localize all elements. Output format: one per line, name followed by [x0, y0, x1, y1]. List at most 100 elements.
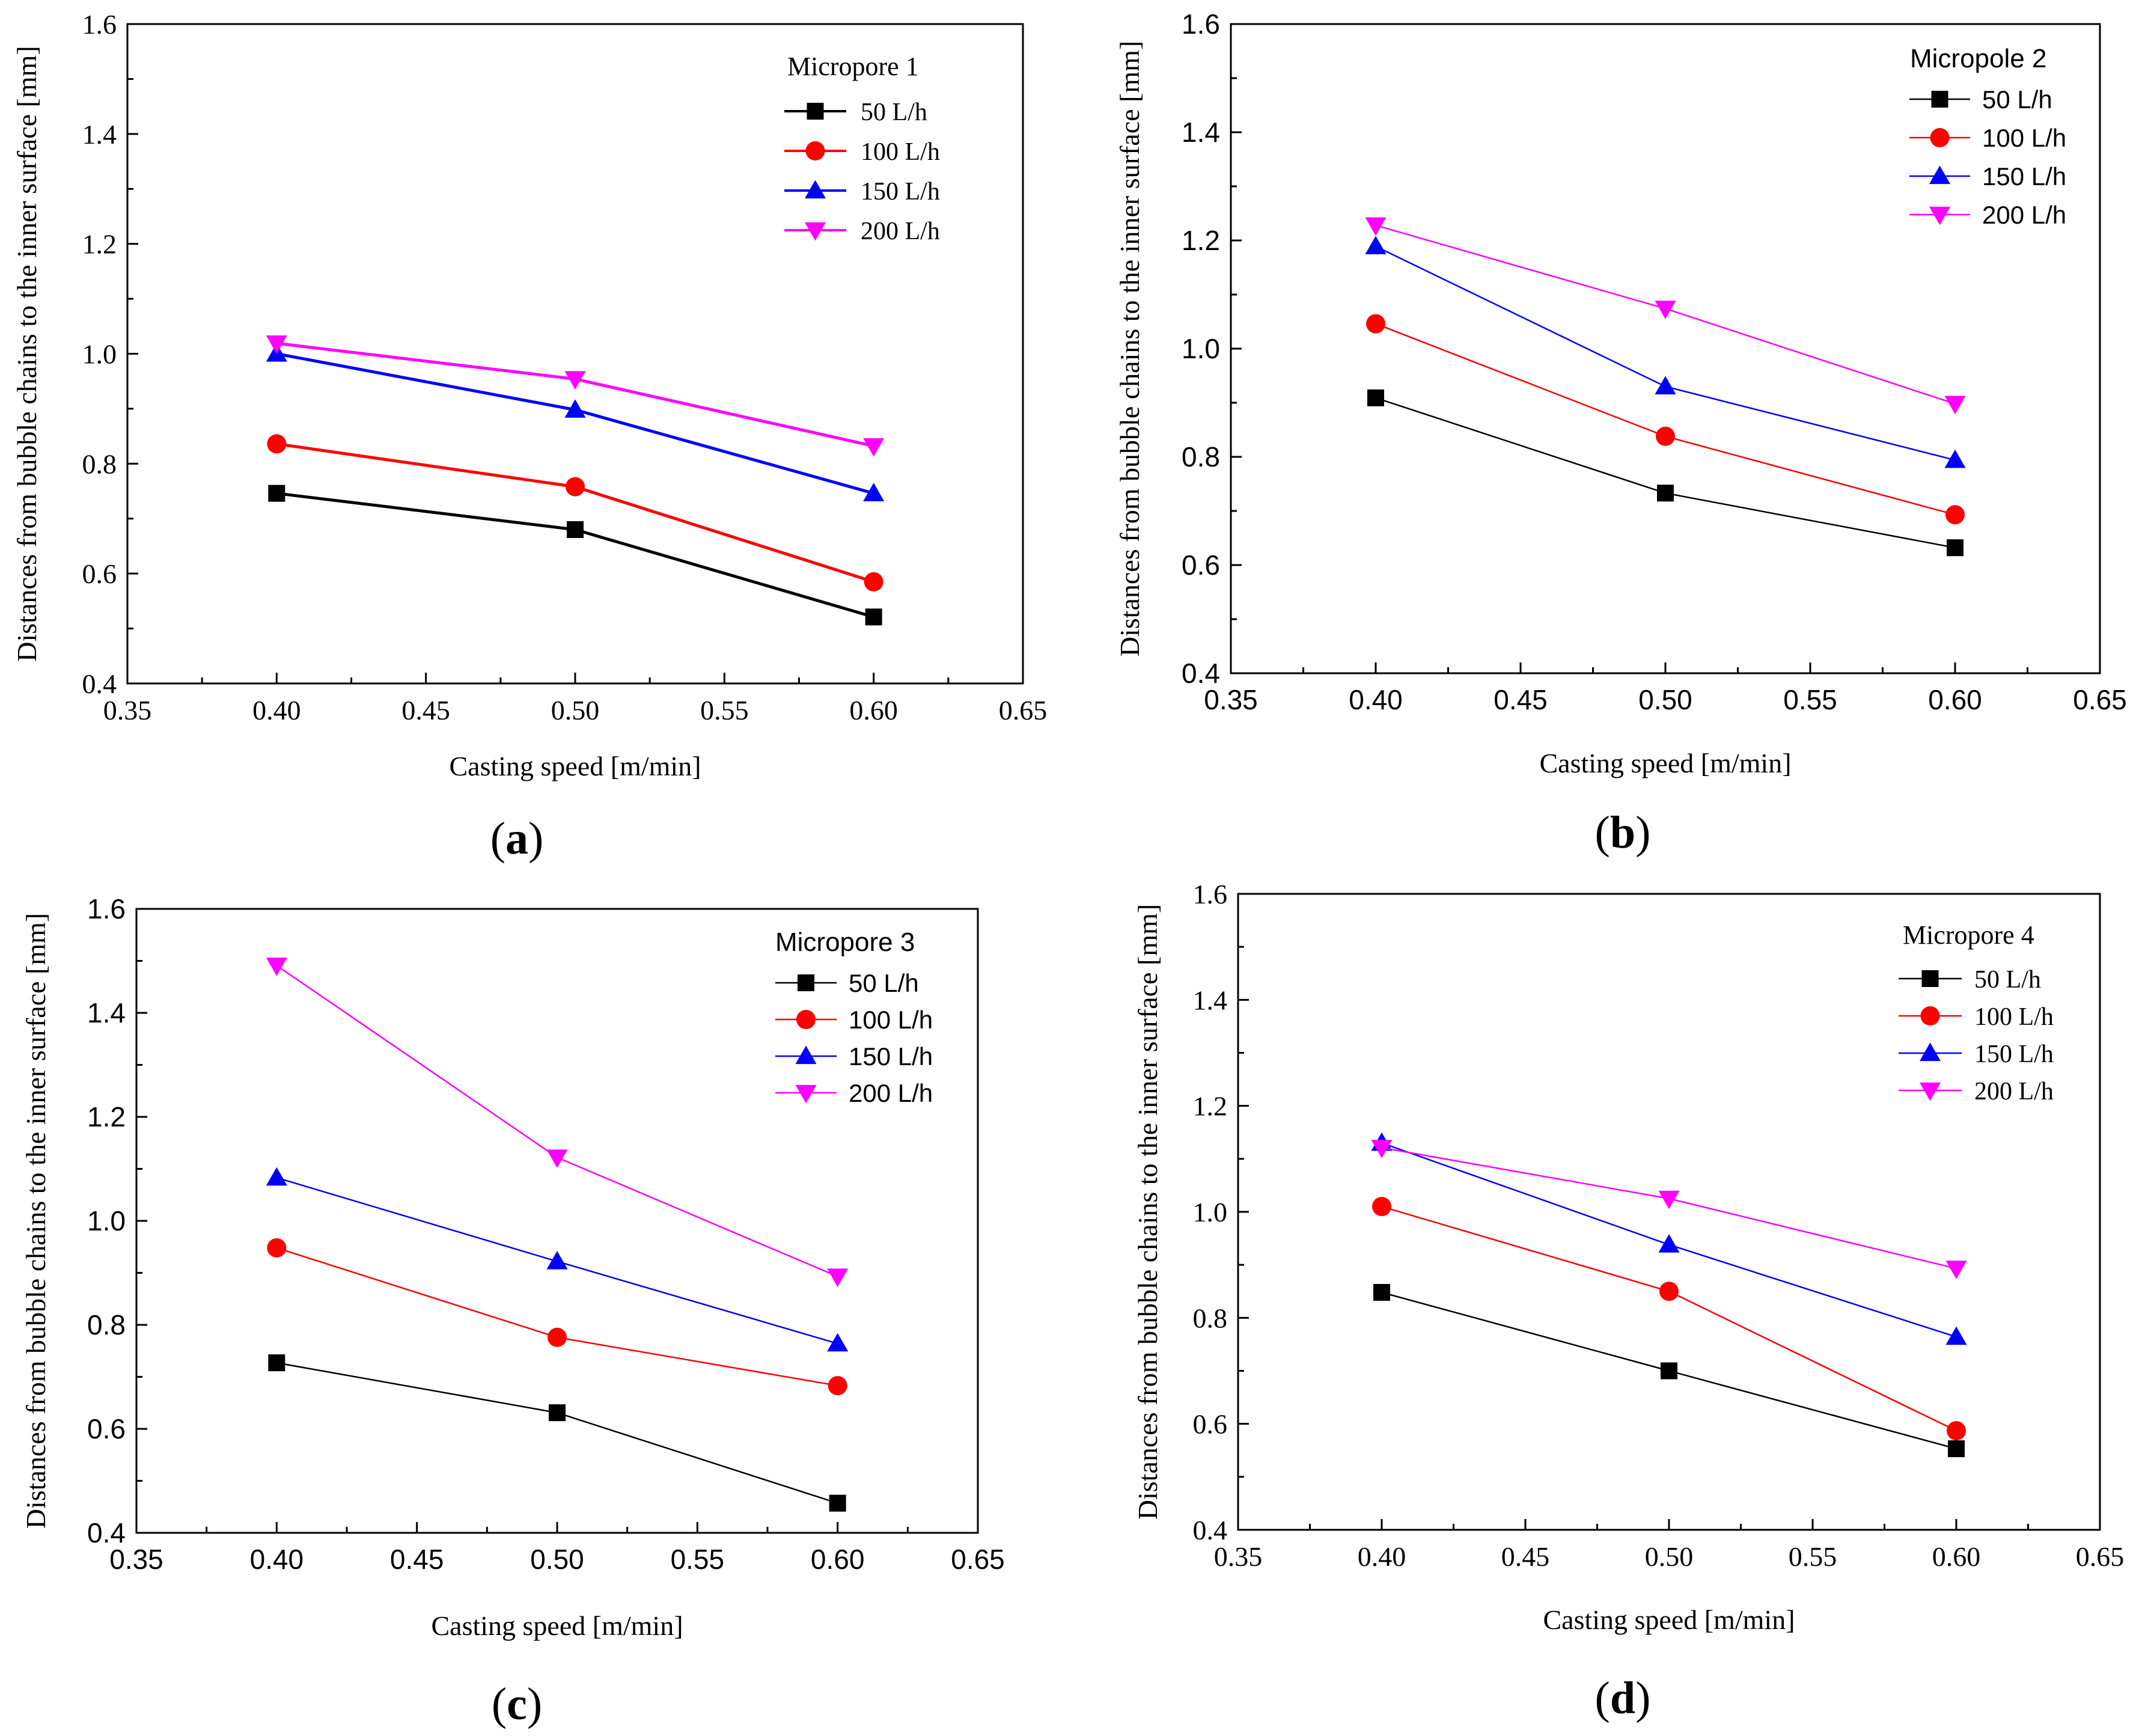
x-tick-label: 0.60 [1928, 684, 1982, 715]
series-200-l-h [266, 958, 849, 1288]
data-point [1655, 376, 1676, 395]
series-50-l-h [1367, 389, 1964, 557]
data-point [267, 1238, 287, 1258]
data-point [266, 335, 287, 354]
legend-entry: 50 L/h [861, 99, 927, 126]
y-axis-label: Distances from bubble chains to the inne… [20, 913, 51, 1529]
x-tick-label: 0.55 [1783, 684, 1837, 715]
series-50-l-h [268, 1354, 846, 1512]
x-tick-label: 0.65 [951, 1544, 1005, 1575]
data-point [1372, 1197, 1391, 1217]
x-axis-label: Casting speed [m/min] [431, 1610, 683, 1641]
y-tick-label: 1.4 [82, 119, 117, 150]
x-tick-label: 0.45 [1501, 1541, 1550, 1572]
y-tick-label: 1.2 [1193, 1091, 1228, 1122]
panel-letter: d [1610, 1673, 1635, 1723]
data-point [827, 1268, 849, 1288]
y-tick-label: 0.8 [1182, 441, 1220, 472]
y-tick-label: 1.6 [82, 9, 117, 40]
data-point [267, 434, 287, 454]
y-tick-label: 1.2 [87, 1101, 126, 1132]
x-axis-label: Casting speed [m/min] [1543, 1604, 1795, 1635]
legend-entry: 200 L/h [1974, 1078, 2054, 1105]
y-tick-label: 0.6 [1182, 549, 1220, 581]
y-tick-label: 0.8 [82, 448, 117, 479]
legend-swatch-marker [1920, 1082, 1941, 1101]
plot-frame [135, 908, 979, 1534]
y-axis-label: Distances from bubble chains to the inne… [11, 46, 42, 661]
series-150-l-h [266, 1167, 849, 1352]
legend-entry: 50 L/h [1974, 966, 2041, 994]
x-tick-label: 0.65 [2073, 684, 2127, 715]
y-tick-label: 1.6 [87, 893, 126, 925]
y-tick-label: 0.4 [1193, 1515, 1228, 1545]
legend-swatch-marker [805, 141, 825, 160]
legend-title: Micropore 1 [787, 52, 919, 81]
legend-swatch-marker [796, 1010, 816, 1029]
legend-swatch-marker [1930, 128, 1950, 147]
y-tick-label: 0.4 [87, 1517, 126, 1548]
x-tick-label: 0.60 [811, 1544, 865, 1575]
x-tick-label: 0.35 [1214, 1541, 1263, 1572]
panel-caption-c: (c) [492, 1679, 542, 1729]
data-point [1944, 396, 1966, 415]
x-tick-label: 0.45 [401, 695, 450, 726]
series-line [276, 965, 838, 1277]
data-point [1944, 449, 1966, 468]
series-50-l-h [268, 484, 882, 626]
data-point [268, 484, 285, 502]
series-150-l-h [1365, 236, 1966, 468]
data-point [829, 1494, 846, 1512]
legend: Micropore 3 50 L/h 100 L/h 150 L/h 200 L/h [775, 928, 933, 1107]
y-axis-label: Distances from bubble chains to the inne… [1132, 904, 1163, 1520]
data-point [1659, 1282, 1679, 1301]
y-tick-label: 0.8 [1193, 1303, 1228, 1333]
y-tick-label: 0.6 [87, 1413, 126, 1444]
x-axis-label: Casting speed [m/min] [449, 751, 701, 781]
x-tick-label: 0.40 [1349, 684, 1403, 715]
x-tick-label: 0.45 [1494, 684, 1548, 715]
data-point [1367, 389, 1384, 406]
data-point [1658, 1190, 1680, 1209]
panel-letter: b [1610, 807, 1635, 858]
legend-swatch-marker [1931, 91, 1948, 108]
legend-entry: 200 L/h [849, 1079, 933, 1107]
data-point [863, 483, 885, 501]
x-tick-label: 0.50 [551, 695, 600, 726]
data-point [1366, 314, 1385, 334]
legend-entry: 100 L/h [1982, 124, 2066, 152]
legend-entry: 50 L/h [1982, 85, 2052, 114]
legend-title: Micropore 4 [1903, 920, 2034, 950]
legend-entry: 150 L/h [1974, 1041, 2054, 1068]
y-tick-label: 1.0 [82, 339, 117, 370]
legend-swatch-marker [795, 1045, 817, 1065]
series-line [276, 341, 874, 448]
data-point [1945, 1261, 1967, 1279]
legend-title: Micropore 3 [775, 928, 915, 957]
data-point [567, 521, 584, 539]
legend-swatch-marker [1929, 206, 1950, 225]
panel-letter: a [505, 813, 528, 864]
data-point [1365, 236, 1387, 255]
legend-swatch-marker [1921, 970, 1939, 987]
x-tick-label: 0.50 [1645, 1541, 1694, 1572]
data-point [566, 477, 585, 497]
legend-swatch-marker [1920, 1042, 1941, 1062]
legend-entry: 100 L/h [861, 138, 940, 166]
chart-panel-d: 0.35 0.40 0.45 0.50 0.55 0.60 0.65 0.4 0.6 0.8 1.0… [1132, 879, 2124, 1635]
y-tick-label: 1.4 [87, 997, 126, 1028]
data-point [863, 438, 885, 457]
y-tick-label: 1.2 [82, 229, 117, 260]
legend: Micropole 2 50 L/h 100 L/h 150 L/h 200 L/h [1909, 44, 2066, 229]
x-tick-label: 0.50 [1638, 684, 1692, 715]
x-tick-label: 0.55 [1789, 1541, 1837, 1572]
data-point [1947, 539, 1964, 557]
legend-entry: 150 L/h [1982, 162, 2066, 191]
legend-title: Micropole 2 [1910, 44, 2046, 73]
data-point [564, 399, 586, 418]
x-tick-label: 0.60 [1932, 1541, 1981, 1572]
y-tick-label: 1.0 [87, 1205, 126, 1236]
legend-swatch-marker [795, 1084, 817, 1104]
data-point [828, 1376, 847, 1396]
series-line [1375, 397, 1956, 549]
